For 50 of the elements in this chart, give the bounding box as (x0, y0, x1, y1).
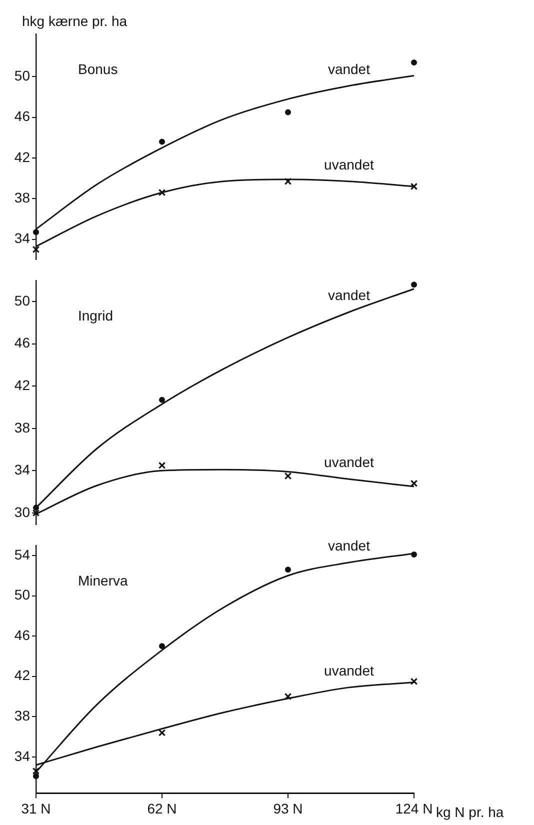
x-axis-title: kg N pr. ha (436, 804, 504, 820)
y-tick-label: 50 (14, 292, 30, 308)
point (159, 138, 165, 145)
text: Ingrid (78, 307, 114, 324)
text: Bonus (78, 61, 118, 77)
y-tick-label: 50 (14, 68, 30, 84)
point (284, 472, 292, 480)
x-tick-label: 93 N (273, 800, 303, 816)
point (33, 229, 39, 236)
series-label: vandet (328, 538, 370, 554)
point (410, 182, 418, 190)
y-tick-label: 34 (14, 230, 30, 246)
y-tick-label: 34 (14, 462, 30, 478)
point (33, 504, 39, 511)
point (158, 462, 166, 470)
y-tick-label: 38 (14, 708, 30, 724)
point (284, 178, 292, 185)
y-tick-label: 34 (14, 748, 30, 764)
series-label: uvandet (324, 156, 374, 172)
y-tick-label: 54 (14, 546, 30, 562)
point (411, 59, 417, 66)
point (284, 692, 292, 700)
y-tick-label: 50 (14, 586, 30, 603)
y-tick-label: 46 (14, 626, 30, 643)
text: Minerva (78, 572, 128, 588)
y-tick-label: 42 (14, 376, 30, 393)
point (285, 566, 291, 573)
x-tick-label: 124 N (395, 800, 433, 816)
y-tick-label: 46 (14, 108, 30, 124)
point (411, 282, 417, 288)
point (33, 773, 39, 780)
y-tick-label: 42 (14, 667, 30, 684)
point (411, 551, 417, 558)
y-tick-label: 38 (14, 419, 30, 436)
series-label: vandet (328, 60, 370, 77)
x-tick-label: 62 N (147, 800, 177, 816)
series-label: uvandet (324, 662, 374, 678)
y-tick-label: 42 (14, 148, 30, 165)
point (158, 729, 166, 736)
point (159, 396, 165, 403)
point (159, 643, 165, 650)
x-tick-label: 31 N (21, 800, 51, 816)
y-tick-label: 38 (14, 189, 30, 206)
series-label: vandet (328, 287, 370, 304)
y-tick-label: 30 (14, 504, 30, 520)
y-axis-title: hkg kærne pr. ha (22, 13, 128, 29)
point (285, 109, 291, 116)
series-label: uvandet (324, 454, 374, 470)
y-tick-label: 46 (14, 334, 30, 351)
point (158, 188, 166, 196)
